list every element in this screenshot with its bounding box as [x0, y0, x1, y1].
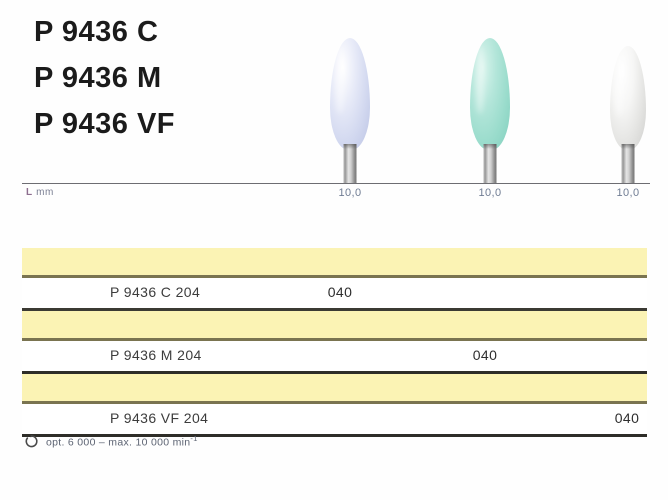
speed-range-text: opt. 6 000 – max. 10 000 min-1	[46, 434, 198, 449]
order-code: P 9436 C 204	[110, 284, 201, 300]
polisher-shank-medium	[483, 144, 497, 184]
speed-range-value: opt. 6 000 – max. 10 000 min	[46, 436, 191, 449]
product-heading-list: P 9436 C P 9436 M P 9436 VF	[34, 18, 284, 156]
polisher-tip-coarse	[330, 38, 370, 150]
ordering-table: P 9436 C 204 040 P 9436 M 204 040 P 9436…	[22, 248, 647, 437]
length-unit-label: L mm	[26, 187, 54, 198]
polisher-point-very-fine	[580, 14, 668, 184]
polisher-point-medium	[442, 14, 538, 184]
order-code: P 9436 M 204	[110, 347, 202, 363]
length-value-very-fine: 10,0	[616, 187, 640, 199]
product-heading-coarse: P 9436 C	[34, 16, 159, 48]
length-unit-mm: mm	[36, 187, 54, 198]
order-size: 040	[327, 284, 353, 300]
table-row[interactable]: P 9436 M 204 040	[22, 341, 647, 374]
product-heading-very-fine: P 9436 VF	[34, 108, 176, 140]
scale-rule-divider	[22, 183, 650, 184]
product-heading-medium: P 9436 M	[34, 62, 162, 94]
polisher-shank-coarse	[343, 144, 357, 184]
polisher-shank-very-fine	[621, 144, 635, 184]
table-row[interactable]: P 9436 VF 204 040	[22, 404, 647, 437]
length-value-coarse: 10,0	[338, 187, 362, 199]
rotation-speed-icon	[24, 434, 39, 449]
order-size: 040	[614, 410, 640, 426]
length-unit-prefix: L	[26, 187, 33, 198]
table-row[interactable]: P 9436 C 204 040	[22, 278, 647, 311]
table-band	[22, 374, 647, 404]
polisher-point-coarse	[302, 14, 398, 184]
table-band	[22, 248, 647, 278]
speed-footnote: opt. 6 000 – max. 10 000 min-1	[24, 434, 198, 449]
length-value-medium: 10,0	[478, 187, 502, 199]
table-band	[22, 311, 647, 341]
product-illustration-group	[280, 14, 668, 184]
polisher-tip-very-fine	[610, 46, 646, 150]
speed-unit-exponent: -1	[190, 434, 198, 444]
polisher-tip-medium	[470, 38, 510, 150]
order-size: 040	[472, 347, 498, 363]
order-code: P 9436 VF 204	[110, 410, 209, 426]
